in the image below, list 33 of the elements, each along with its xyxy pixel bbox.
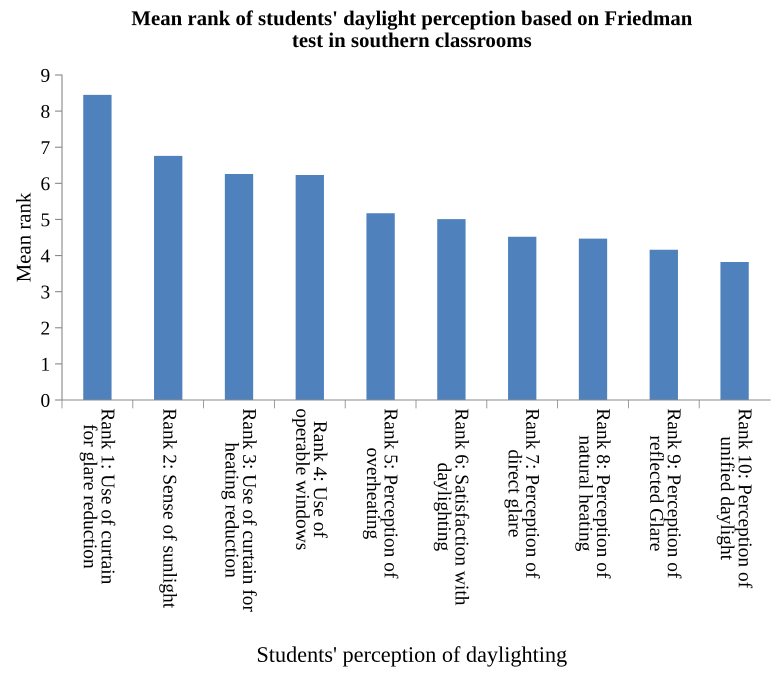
x-tick-label: Rank 10: Perception of unified daylight	[716, 408, 752, 588]
bar	[437, 219, 466, 400]
bar	[578, 238, 608, 400]
bar	[224, 174, 254, 400]
x-tick-label: Rank 8: Perception of natural heating	[575, 408, 611, 578]
x-tick-label: Rank 9: Perception of reflected Glare	[650, 408, 682, 578]
x-tick-label: Rank 3: Use of curtain for heating reduction	[221, 408, 257, 612]
y-tick-label: 9	[41, 68, 50, 82]
bar	[650, 250, 678, 400]
chart-title: Mean rank of students' daylight perception based on Friedman test in southern classrooms	[132, 10, 692, 48]
y-tick-label: 2	[41, 322, 50, 335]
bar	[508, 236, 536, 400]
y-tick-label: 1	[42, 358, 50, 371]
x-tick-label: Rank 7: Perception of direct glare	[504, 408, 540, 578]
y-tick-label: 8	[41, 104, 50, 118]
y-tick-label: 6	[41, 177, 50, 190]
bar	[83, 94, 112, 400]
y-tick-label: 4	[40, 250, 50, 262]
x-tick-label: Rank 6: Satisfaction with daylighting	[434, 408, 470, 606]
y-tick-label: 5	[42, 213, 50, 226]
bar	[296, 175, 324, 400]
x-tick-label: Rank 1: Use of curtain for glare reduction	[80, 408, 116, 584]
y-tick-label: 7	[42, 141, 50, 154]
x-tick-label: Rank 5: Perception of overheating	[362, 408, 398, 578]
y-axis-title: Mean rank	[16, 192, 31, 282]
x-tick-label: Rank 4: Use of operable windows	[292, 409, 328, 550]
bar	[154, 156, 182, 400]
y-tick-label: 0	[41, 394, 50, 407]
y-tick-label: 3	[41, 286, 50, 299]
bar	[366, 213, 395, 400]
x-tick-label: Rank 2: Sense of sunlight	[159, 408, 178, 608]
bar	[720, 262, 749, 400]
x-axis-title: Students' perception of daylighting	[258, 646, 567, 667]
